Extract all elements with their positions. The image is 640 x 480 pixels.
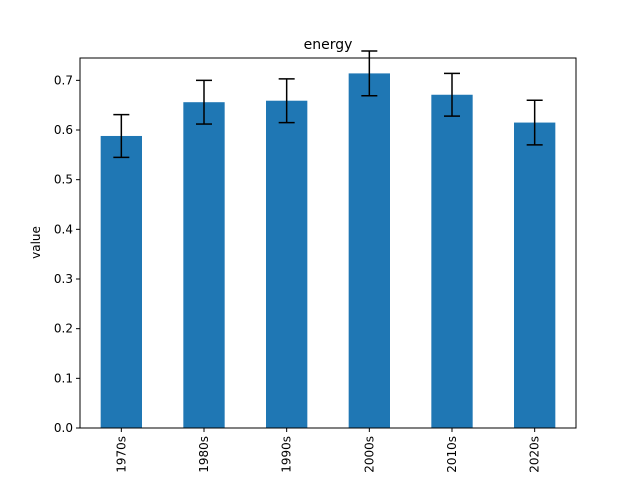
y-axis-label: value [29,226,43,259]
y-tick-label: 0.1 [54,371,73,385]
x-tick-label: 1980s [197,436,211,473]
x-tick-label: 1990s [280,436,294,473]
x-tick-label: 1970s [114,436,128,473]
y-tick-label: 0.4 [54,222,73,236]
y-tick-label: 0.5 [54,173,73,187]
x-tick-label: 2000s [362,436,376,473]
plot-area: 0.0 0.1 0.2 0.3 0.4 0.5 0.6 0.7 1970s 1980s 1990s 2… [54,50,556,473]
y-tick-label: 0.6 [54,123,73,137]
bar-2000s [348,73,390,429]
x-tick-label: 2020s [528,436,542,473]
bar-2010s [431,94,473,428]
y-tick-label: 0.7 [54,73,73,87]
axes-frame [79,57,577,429]
x-tick-label: 2010s [445,436,459,473]
y-tick-label: 0.3 [54,272,73,286]
y-tick-label: 0.0 [54,421,73,435]
bar-2020s [514,122,556,429]
y-tick-label: 0.2 [54,322,73,336]
bar-1970s [100,135,142,429]
bar-1980s [183,102,225,428]
chart-title: energy [304,37,353,53]
bar-1990s [266,100,308,428]
